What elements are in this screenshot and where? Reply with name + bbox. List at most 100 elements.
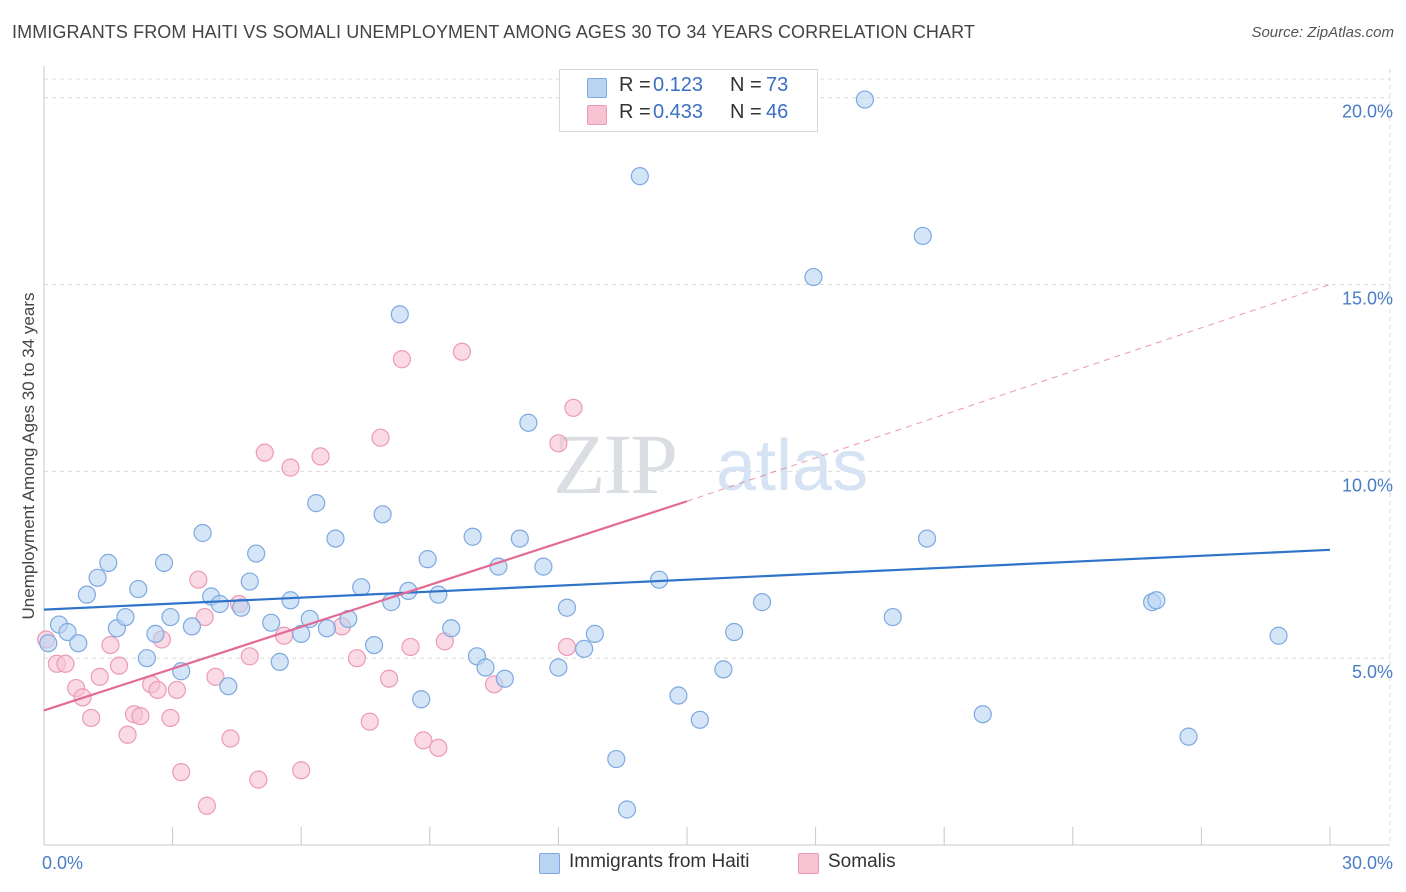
y-tick-label: 15.0% — [1342, 289, 1393, 309]
haiti-point — [883, 607, 902, 627]
somali-point — [197, 796, 216, 815]
haiti-point — [412, 690, 431, 709]
somali-point — [90, 667, 109, 686]
haiti-point — [463, 527, 482, 546]
haiti-point — [182, 617, 201, 636]
haiti-point — [352, 578, 371, 597]
x-tick-label: 0.0% — [42, 853, 83, 873]
somali-point — [564, 398, 583, 417]
haiti-point — [77, 585, 96, 604]
haiti-point — [534, 557, 553, 576]
trend-layer — [43, 284, 1331, 712]
haiti-point — [442, 619, 461, 638]
somali-point — [401, 637, 420, 657]
haiti-point — [1269, 626, 1288, 645]
haiti-point — [690, 710, 709, 729]
legend-row-somali: R = 0.433 N = 46 — [560, 101, 817, 127]
somali-point — [292, 761, 311, 780]
axis-layer — [43, 66, 1390, 846]
haiti-point — [116, 607, 135, 627]
somali-trend-extension — [686, 284, 1331, 502]
legend-r-value-haiti: 0.123 — [653, 74, 704, 96]
somali-point — [255, 443, 274, 462]
haiti-point — [429, 585, 448, 604]
somali-point — [82, 708, 101, 728]
somali-point — [56, 654, 75, 673]
haiti-point — [240, 572, 259, 591]
haiti-point — [210, 594, 229, 614]
bottom-legend-swatch-somali — [798, 853, 819, 874]
haiti-point — [262, 613, 281, 632]
haiti-point — [58, 622, 77, 642]
legend-row-haiti: R = 0.123 N = 73 — [560, 74, 817, 100]
haiti-point — [752, 593, 772, 612]
bottom-legend-swatch-haiti — [539, 853, 560, 874]
haiti-point — [326, 529, 345, 548]
somali-point — [148, 680, 167, 700]
haiti-point — [307, 494, 326, 513]
somali-point — [371, 428, 390, 447]
haiti-point — [630, 167, 649, 186]
correlation-legend: R = 0.123 N = 73 R = 0.433 N = 46 — [559, 69, 818, 132]
somali-point — [101, 635, 120, 655]
somali-point — [414, 731, 433, 750]
source-note: Source: ZipAtlas.com — [1251, 24, 1394, 41]
haiti-point — [270, 652, 289, 672]
haiti-point — [232, 598, 251, 617]
haiti-point — [69, 634, 88, 653]
haiti-point — [1179, 727, 1198, 746]
somali-point — [360, 712, 379, 731]
haiti-point — [714, 660, 733, 679]
legend-n-label: N = — [730, 74, 762, 96]
haiti-point — [146, 624, 165, 643]
haiti-point — [917, 529, 937, 548]
haiti-point — [137, 649, 156, 668]
legend-swatch-haiti — [587, 78, 607, 98]
legend-r-label: R = — [619, 74, 651, 96]
somali-point — [281, 458, 300, 477]
somali-point — [379, 669, 399, 688]
haiti-point — [88, 568, 107, 587]
haiti-point — [669, 686, 688, 705]
haiti-point — [292, 624, 311, 643]
somali-point — [189, 570, 208, 589]
haiti-point — [519, 413, 538, 432]
somali-point — [118, 725, 137, 744]
somali-point — [452, 342, 472, 361]
somali-point — [109, 656, 129, 675]
y-tick-label: 20.0% — [1342, 102, 1393, 122]
somali-point — [549, 434, 568, 453]
grid-layer — [44, 69, 1391, 845]
haiti-point — [373, 505, 392, 524]
somali-point — [172, 763, 191, 782]
haiti-point — [161, 607, 180, 627]
somali-point — [206, 667, 225, 686]
haiti-point — [617, 800, 637, 819]
chart-title: IMMIGRANTS FROM HAITI VS SOMALI UNEMPLOY… — [12, 22, 975, 42]
somali-point — [221, 729, 240, 748]
haiti-point — [317, 619, 337, 638]
legend-swatch-somali — [587, 105, 607, 125]
tick-label-layer: 5.0% 10.0% 15.0% 20.0% 0.0% 30.0% — [42, 102, 1393, 873]
haiti-point — [219, 677, 238, 696]
haiti-point — [247, 544, 266, 563]
x-tick-label: 30.0% — [1342, 853, 1393, 873]
haiti-point — [418, 550, 437, 569]
somali-point — [161, 708, 180, 728]
somali-points — [37, 342, 583, 815]
y-tick-label: 10.0% — [1342, 475, 1393, 495]
legend-n-label: N = — [730, 101, 762, 123]
haiti-point — [585, 624, 604, 643]
somali-point — [311, 447, 330, 466]
haiti-point — [476, 658, 495, 677]
haiti-point — [364, 635, 384, 655]
haiti-point — [510, 529, 529, 548]
legend-r-value-somali: 0.433 — [653, 101, 704, 123]
haiti-point — [855, 90, 874, 109]
haiti-point — [193, 523, 212, 543]
y-axis-label: Unemployment Among Ages 30 to 34 years — [19, 293, 38, 620]
haiti-point — [725, 622, 744, 642]
haiti-point — [1147, 591, 1166, 610]
watermark-zip: ZIP — [553, 416, 676, 512]
